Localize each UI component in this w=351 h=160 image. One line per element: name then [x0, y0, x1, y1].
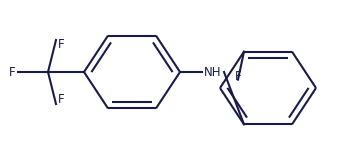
Text: F: F — [58, 38, 65, 51]
Text: F: F — [235, 70, 241, 83]
Text: NH: NH — [204, 65, 221, 79]
Text: F: F — [58, 93, 65, 106]
Text: F: F — [9, 65, 16, 79]
